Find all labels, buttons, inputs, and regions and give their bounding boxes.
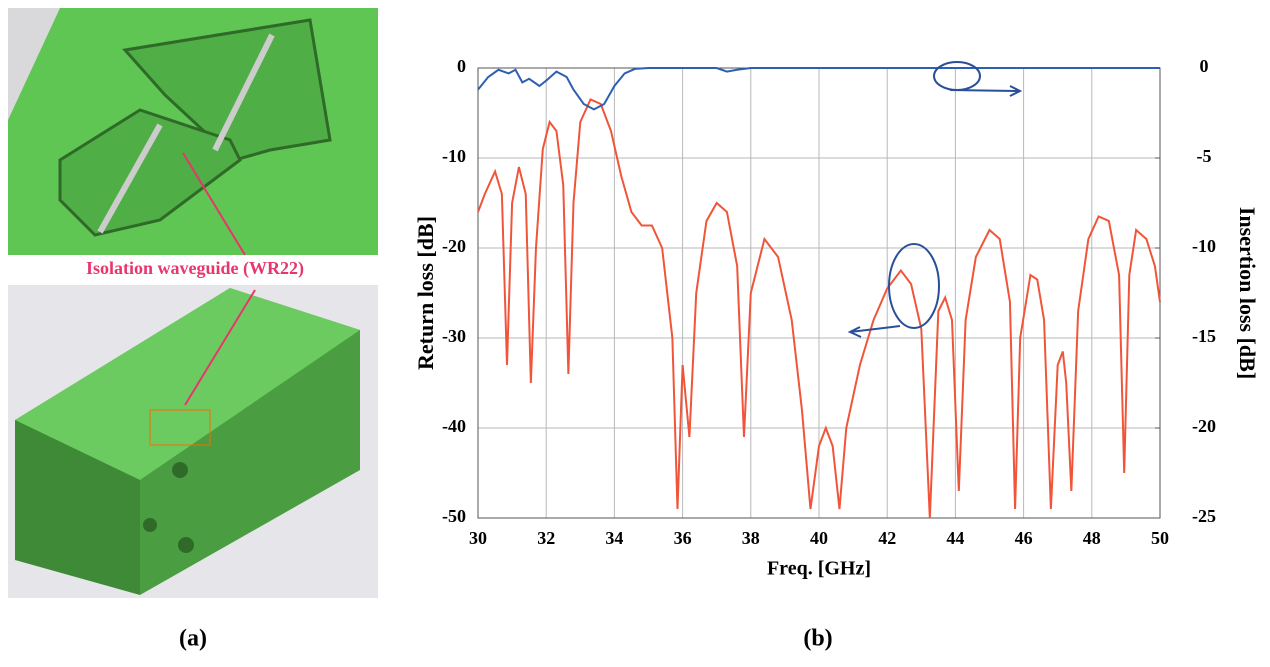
y2-tick-label: -25 [1192, 506, 1216, 526]
x-tick-label: 36 [674, 528, 692, 548]
y-tick-label: -10 [442, 146, 466, 166]
y2-tick-label: -10 [1192, 236, 1216, 256]
y2-tick-label: 0 [1200, 56, 1209, 76]
annotation: Isolation waveguide (WR22) [86, 258, 304, 279]
y-tick-label: -40 [442, 416, 466, 436]
data-line [477, 98, 1161, 519]
x-axis-label: Freq. [GHz] [767, 558, 871, 580]
x-tick-label: 44 [946, 528, 964, 548]
x-tick-label: 40 [810, 528, 828, 548]
x-tick-label: 48 [1083, 528, 1101, 548]
x-tick-label: 32 [537, 528, 555, 548]
y2-tick-label: -20 [1192, 416, 1216, 436]
panel-label: (b) [803, 626, 832, 652]
y-tick-label: 0 [457, 56, 466, 76]
callouts [847, 61, 1023, 338]
y-tick-label: -30 [442, 326, 466, 346]
y-tick-label: -20 [442, 236, 466, 256]
cad-bottom [8, 285, 378, 598]
data-line [477, 67, 1160, 111]
x-tick-label: 46 [1015, 528, 1033, 548]
panel-label: (a) [179, 626, 207, 652]
y-tick-label: -50 [442, 506, 466, 526]
x-tick-label: 34 [605, 528, 623, 548]
y2-tick-label: -5 [1197, 146, 1212, 166]
x-tick-label: 30 [469, 528, 487, 548]
y-axis-label: Return loss [dB] [413, 216, 438, 370]
x-tick-label: 50 [1151, 528, 1169, 548]
cad-top [8, 8, 378, 256]
x-tick-label: 38 [742, 528, 760, 548]
y2-tick-label: -15 [1192, 326, 1216, 346]
x-tick-label: 42 [878, 528, 896, 548]
y2-axis-label: Insertion loss [dB] [1235, 207, 1260, 379]
